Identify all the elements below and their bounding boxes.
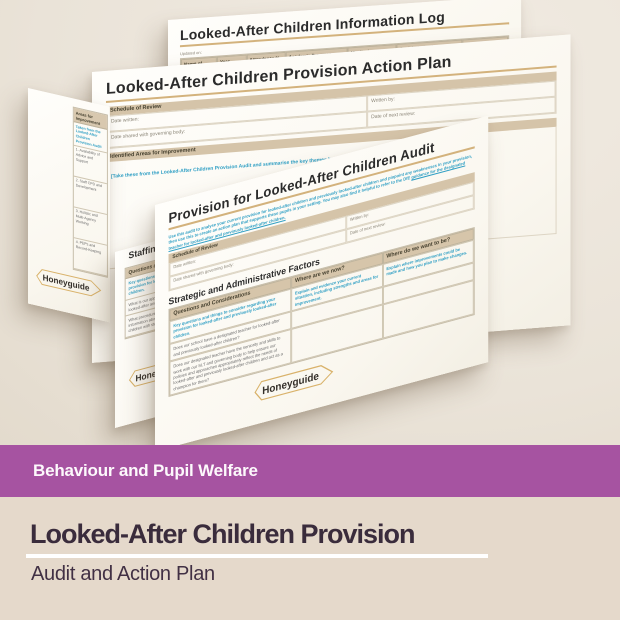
page-subtitle: Audit and Action Plan <box>31 563 215 585</box>
areas-column: Areas for Improvement Taken from the Loo… <box>72 106 108 278</box>
info-log-title: Looked-After Children Information Log <box>179 8 445 44</box>
category-banner: Behaviour and Pupil Welfare <box>0 445 620 497</box>
title-divider <box>26 554 488 558</box>
honeyguide-logo: Honeyguide <box>36 269 102 297</box>
document-audit: Provision for Looked-After Children Audi… <box>155 115 489 452</box>
category-label: Behaviour and Pupil Welfare <box>33 461 258 480</box>
logo-text: Honeyguide <box>262 371 319 397</box>
logo-outline <box>36 269 102 297</box>
logo-outline <box>254 365 334 401</box>
page-title: Looked-After Children Provision <box>30 519 416 549</box>
area-item: 4. PEPs and Record-Keeping <box>73 237 107 277</box>
document-action-plan-page2: Areas for Improvement Taken from the Loo… <box>28 88 110 323</box>
footer: Looked-After Children Provision Audit an… <box>0 497 620 620</box>
